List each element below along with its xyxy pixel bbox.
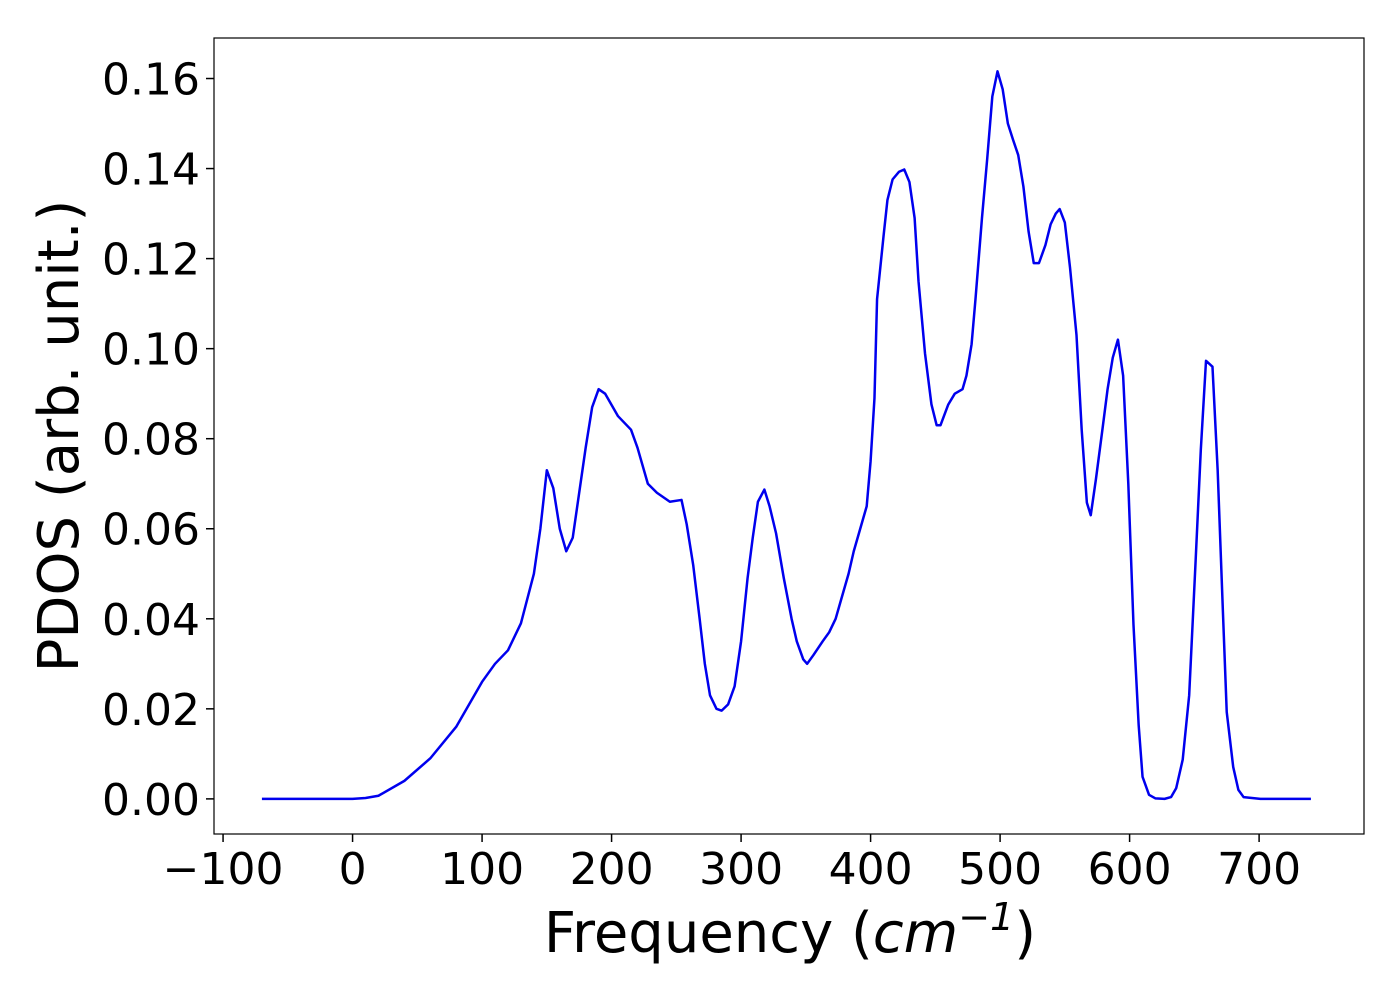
y-tick-label: 0.08 bbox=[102, 415, 200, 466]
x-label-part: ) bbox=[1014, 901, 1036, 966]
x-axis-label: Frequency (cm−1) bbox=[544, 895, 1036, 966]
y-tick-label: 0.02 bbox=[102, 685, 200, 736]
y-axis-label: PDOS (arb. unit.) bbox=[27, 200, 92, 673]
x-tick-label: 700 bbox=[1217, 844, 1301, 895]
x-tick-label: 400 bbox=[829, 844, 913, 895]
x-tick-label: 300 bbox=[699, 844, 783, 895]
y-tick-label: 0.10 bbox=[102, 325, 200, 376]
y-tick-label: 0.16 bbox=[102, 55, 200, 106]
x-tick-label: 100 bbox=[440, 844, 524, 895]
y-tick-label: 0.14 bbox=[102, 145, 200, 196]
x-label-part: Frequency ( bbox=[544, 901, 873, 966]
x-tick-label: 0 bbox=[339, 844, 367, 895]
x-tick-label: −100 bbox=[163, 844, 284, 895]
y-tick-label: 0.04 bbox=[102, 595, 200, 646]
x-tick-label: 600 bbox=[1088, 844, 1172, 895]
x-label-part: cm bbox=[873, 901, 958, 966]
data-line bbox=[261, 70, 1311, 801]
x-label-part: −1 bbox=[958, 895, 1014, 939]
y-tick-label: 0.00 bbox=[102, 775, 200, 826]
x-tick-label: 200 bbox=[570, 844, 654, 895]
y-tick-label: 0.06 bbox=[102, 505, 200, 556]
plot-frame bbox=[213, 37, 1365, 835]
x-tick-label: 500 bbox=[958, 844, 1042, 895]
y-tick-label: 0.12 bbox=[102, 235, 200, 286]
